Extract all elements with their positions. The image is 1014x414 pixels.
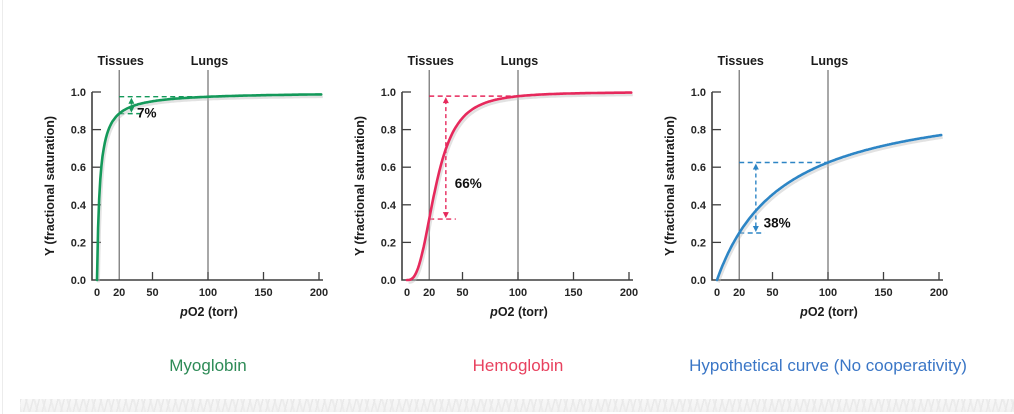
caption-hemoglobin: Hemoglobin [363,356,673,376]
x-tick-label: 20 [113,287,125,299]
y-axis-label: Y (fractional saturation) [353,116,367,256]
panel-hemoglobin: Tissues Lungs 0.0 0.2 0.4 0.6 0.8 1.0 0 20 50 100 15… [350,50,660,376]
x-tick-label: 20 [733,287,745,299]
delta-arrow-head-up [128,97,135,104]
y-tick-label: 0.2 [381,237,396,249]
caption-hypothetical-label: Hypothetical curve (No cooperativity) [689,356,967,375]
x-tick-label: 200 [310,287,328,299]
x-tick-label: 100 [509,287,527,299]
y-tick-label: 0.0 [381,275,396,287]
x-tick-label: 50 [146,287,158,299]
delta-arrow-head-up [442,97,449,104]
percent-difference-label: 7% [137,106,157,121]
x-tick-label: 0 [714,287,720,299]
x-tick-label: 200 [930,287,948,299]
y-tick-label: 0.6 [691,162,706,174]
tissues-label: Tissues [718,54,764,68]
percent-difference-label: 66% [455,176,482,191]
x-tick-label: 150 [254,287,272,299]
chart-panels-row: Tissues Lungs 0.0 0.2 0.4 0.6 0.8 1.0 0 20 50 100 15… [40,50,970,376]
delta-arrow-head-down [128,106,135,113]
delta-arrow-head-up [752,163,759,170]
tissues-label: Tissues [98,54,144,68]
left-edge-line [2,0,3,414]
y-tick-label: 1.0 [71,87,86,99]
lungs-label: Lungs [811,54,849,68]
caption-myoglobin-label: Myoglobin [169,356,247,375]
y-tick-label: 0.2 [691,237,706,249]
x-tick-label: 150 [564,287,582,299]
bottom-texture-band [20,399,1014,412]
curve-shadow [408,93,633,284]
y-tick-label: 0.6 [71,162,86,174]
x-tick-label: 50 [456,287,468,299]
x-tick-label: 0 [404,287,410,299]
curve-shadow [97,95,323,283]
delta-arrow-head-down [752,226,759,232]
y-tick-label: 0.4 [381,200,397,212]
x-axis-label-p: p [799,305,808,319]
saturation-curve [405,91,633,282]
y-axis-label: Y (fractional saturation) [663,116,677,256]
hypothetical-chart: Tissues Lungs 0.0 0.2 0.4 0.6 0.8 1.0 0 20 50 100 15… [663,54,948,319]
caption-hemoglobin-label: Hemoglobin [472,356,564,375]
x-axis-label: pO2 (torr) [489,305,548,319]
lungs-label: Lungs [501,54,539,68]
axes [91,92,323,281]
y-axis-label: Y (fractional saturation) [43,116,57,256]
x-axis-label-rest: O2 (torr) [808,305,858,319]
x-tick-label: 150 [874,287,892,299]
caption-myoglobin: Myoglobin [53,356,363,376]
y-tick-label: 0.4 [691,200,707,212]
x-axis-label-p: p [179,305,188,319]
x-tick-label: 200 [620,287,638,299]
panel-myoglobin: Tissues Lungs 0.0 0.2 0.4 0.6 0.8 1.0 0 20 50 100 15… [40,50,350,376]
x-tick-label: 100 [199,287,217,299]
lungs-label: Lungs [191,54,229,68]
x-tick-label: 100 [819,287,837,299]
saturation-curve [95,93,323,282]
saturation-curve [715,133,943,282]
x-axis-label-rest: O2 (torr) [498,305,548,319]
x-axis-label: pO2 (torr) [179,305,238,319]
y-tick-label: 1.0 [691,87,706,99]
axes [401,92,633,281]
hemoglobin-chart: Tissues Lungs 0.0 0.2 0.4 0.6 0.8 1.0 0 20 50 100 15… [353,54,638,319]
caption-hypothetical: Hypothetical curve (No cooperativity) [673,356,983,376]
y-tick-label: 0.0 [71,275,86,287]
axes [711,92,943,281]
y-tick-label: 0.2 [71,237,86,249]
x-axis-label-p: p [489,305,498,319]
y-tick-label: 0.8 [381,125,396,137]
myoglobin-chart: Tissues Lungs 0.0 0.2 0.4 0.6 0.8 1.0 0 20 50 100 15… [43,54,328,319]
percent-difference-label: 38% [764,216,791,231]
y-tick-label: 1.0 [381,87,396,99]
tissues-label: Tissues [408,54,454,68]
curve-shadow [717,136,943,283]
y-tick-label: 0.0 [691,275,706,287]
x-tick-label: 50 [766,287,778,299]
y-tick-label: 0.4 [71,200,87,212]
panel-hypothetical: Tissues Lungs 0.0 0.2 0.4 0.6 0.8 1.0 0 20 50 100 15… [660,50,970,376]
x-axis-label: pO2 (torr) [799,305,858,319]
y-tick-label: 0.8 [71,125,86,137]
x-tick-label: 0 [94,287,100,299]
y-tick-label: 0.6 [381,162,396,174]
delta-arrow-head-down [442,212,449,219]
y-tick-label: 0.8 [691,125,706,137]
x-axis-label-rest: O2 (torr) [188,305,238,319]
x-tick-label: 20 [423,287,435,299]
